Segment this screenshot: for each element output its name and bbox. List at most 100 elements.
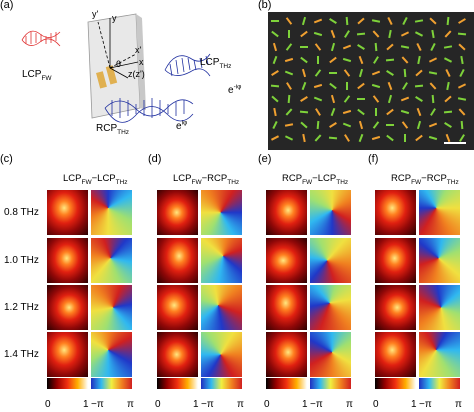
meta-atom	[343, 69, 351, 77]
meta-atom	[301, 16, 306, 26]
meta-atom	[429, 82, 437, 90]
intensity-map	[375, 238, 416, 283]
meta-atom	[357, 98, 366, 100]
intensity-map	[157, 238, 198, 283]
meta-atom	[400, 45, 409, 49]
meta-atom	[344, 30, 350, 38]
title-sep: −	[91, 173, 98, 184]
meta-atom	[314, 83, 323, 89]
meta-atom	[271, 95, 279, 103]
rcp-thz-label-sub: THz	[117, 129, 130, 136]
colorbar-label: 0	[45, 399, 51, 410]
meta-atom	[299, 110, 308, 114]
phase-map	[419, 190, 460, 235]
colorbar-label: 0	[155, 399, 161, 410]
intensity-colorbar	[375, 378, 416, 389]
intensity-map	[157, 332, 198, 377]
phase-map	[91, 190, 132, 235]
meta-atom	[330, 107, 335, 117]
meta-atom	[328, 82, 337, 90]
meta-atom	[330, 94, 335, 104]
meta-atom	[386, 70, 395, 76]
meta-atom	[328, 72, 337, 74]
meta-atom	[300, 121, 308, 129]
axis-label: θ	[116, 59, 122, 69]
meta-atom	[342, 122, 352, 128]
meta-atom	[301, 81, 307, 91]
meta-atom	[314, 18, 323, 24]
intensity-map	[157, 190, 198, 235]
meta-atom	[444, 95, 452, 103]
meta-atom	[372, 30, 380, 38]
axis-label: x'	[135, 45, 142, 55]
meta-atom	[357, 17, 366, 25]
meta-atom	[371, 19, 380, 23]
title-a-sub: FW	[411, 178, 422, 186]
meta-atom	[445, 68, 451, 78]
meta-atom	[345, 16, 349, 26]
meta-atom	[359, 55, 364, 65]
meta-atom	[330, 42, 335, 52]
meta-atom	[400, 31, 409, 37]
meta-atom	[359, 120, 364, 130]
antenna	[105, 65, 118, 85]
colorbar-label: 0	[373, 399, 379, 410]
intensity-map	[375, 332, 416, 377]
meta-atom	[314, 96, 323, 102]
intensity-map	[375, 285, 416, 330]
meta-atom	[271, 20, 279, 22]
meta-atom	[285, 57, 294, 63]
phase-minus-label: e-iφ	[228, 84, 241, 96]
axes	[97, 18, 139, 79]
meta-atom	[429, 135, 438, 141]
meta-atom	[416, 120, 422, 130]
axis-label: y	[112, 13, 117, 23]
meta-atom	[386, 124, 395, 126]
meta-atom	[357, 44, 366, 50]
meta-atom	[388, 94, 393, 104]
meta-atom	[357, 82, 366, 90]
meta-atom	[288, 94, 291, 104]
row-label: 0.8 THz	[4, 207, 39, 218]
meta-atom	[342, 109, 352, 115]
meta-atom	[271, 70, 279, 76]
title-b: RCP	[207, 173, 228, 184]
meta-atom	[445, 133, 451, 143]
row-label: 1.2 THz	[4, 302, 39, 313]
intensity-map	[47, 285, 88, 330]
column-title: RCPFW−LCPTHz	[282, 174, 348, 186]
lcp-fw-label: LCPFW	[22, 70, 52, 82]
meta-atom	[359, 68, 364, 78]
meta-atom	[286, 82, 293, 90]
meta-atom	[430, 108, 437, 116]
intensity-colorbar	[47, 378, 88, 389]
meta-atom	[387, 16, 393, 26]
meta-atom	[446, 16, 450, 26]
phase-map	[419, 332, 460, 377]
title-b-sub: THz	[446, 178, 459, 186]
phase-map	[201, 238, 242, 283]
meta-atom	[416, 107, 422, 117]
meta-atom	[300, 56, 308, 64]
rcp-thz-label: RCPTHz	[96, 124, 130, 136]
phase-minus-label-main: e	[228, 85, 234, 96]
meta-atom	[458, 83, 467, 89]
phase-colorbar	[91, 378, 132, 389]
meta-atom	[299, 46, 308, 48]
meta-atom	[285, 123, 294, 127]
meta-atom	[386, 134, 394, 142]
panel-label: (d)	[148, 153, 162, 165]
title-a: LCP	[173, 173, 192, 184]
metasurface-image	[268, 12, 474, 150]
meta-atom	[328, 122, 337, 128]
colorbar-label: −π	[419, 399, 432, 410]
meta-atom	[301, 68, 306, 78]
thz-helices	[104, 53, 211, 123]
meta-atom	[403, 134, 406, 142]
axis-label: x	[139, 57, 144, 67]
meta-atom	[400, 96, 409, 102]
meta-atom	[357, 32, 366, 36]
meta-atom	[314, 134, 322, 142]
lcp-fw-helix	[21, 30, 61, 47]
title-a: LCP	[63, 173, 82, 184]
